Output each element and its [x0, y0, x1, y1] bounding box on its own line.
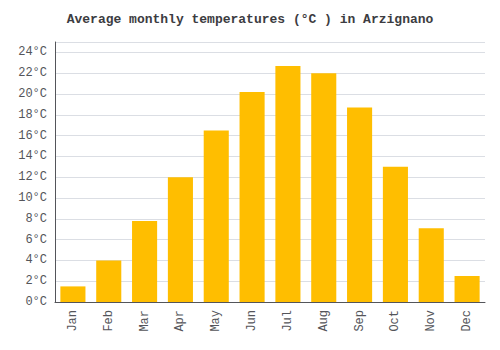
svg-text:20°C: 20°C [18, 87, 47, 101]
svg-text:4°C: 4°C [25, 253, 47, 267]
svg-text:0°C: 0°C [25, 295, 47, 309]
svg-text:Jul: Jul [281, 310, 295, 332]
svg-text:Dec: Dec [460, 310, 474, 332]
svg-text:2°C: 2°C [25, 274, 47, 288]
svg-text:Average monthly temperatures (: Average monthly temperatures (°C ) in Ar… [67, 12, 434, 27]
svg-text:14°C: 14°C [18, 149, 47, 163]
svg-text:Oct: Oct [388, 310, 402, 332]
svg-text:Jan: Jan [66, 310, 80, 332]
svg-text:22°C: 22°C [18, 66, 47, 80]
svg-text:24°C: 24°C [18, 45, 47, 59]
svg-text:Sep: Sep [353, 310, 367, 332]
svg-text:Aug: Aug [317, 310, 331, 332]
svg-text:Mar: Mar [138, 310, 152, 332]
svg-text:Jun: Jun [245, 310, 259, 332]
svg-text:6°C: 6°C [25, 233, 47, 247]
svg-text:18°C: 18°C [18, 108, 47, 122]
svg-text:8°C: 8°C [25, 212, 47, 226]
svg-text:May: May [209, 310, 223, 332]
svg-text:Apr: Apr [173, 310, 187, 332]
svg-text:Feb: Feb [102, 310, 116, 332]
svg-text:12°C: 12°C [18, 170, 47, 184]
svg-text:Nov: Nov [424, 310, 438, 332]
svg-text:16°C: 16°C [18, 129, 47, 143]
svg-text:10°C: 10°C [18, 191, 47, 205]
